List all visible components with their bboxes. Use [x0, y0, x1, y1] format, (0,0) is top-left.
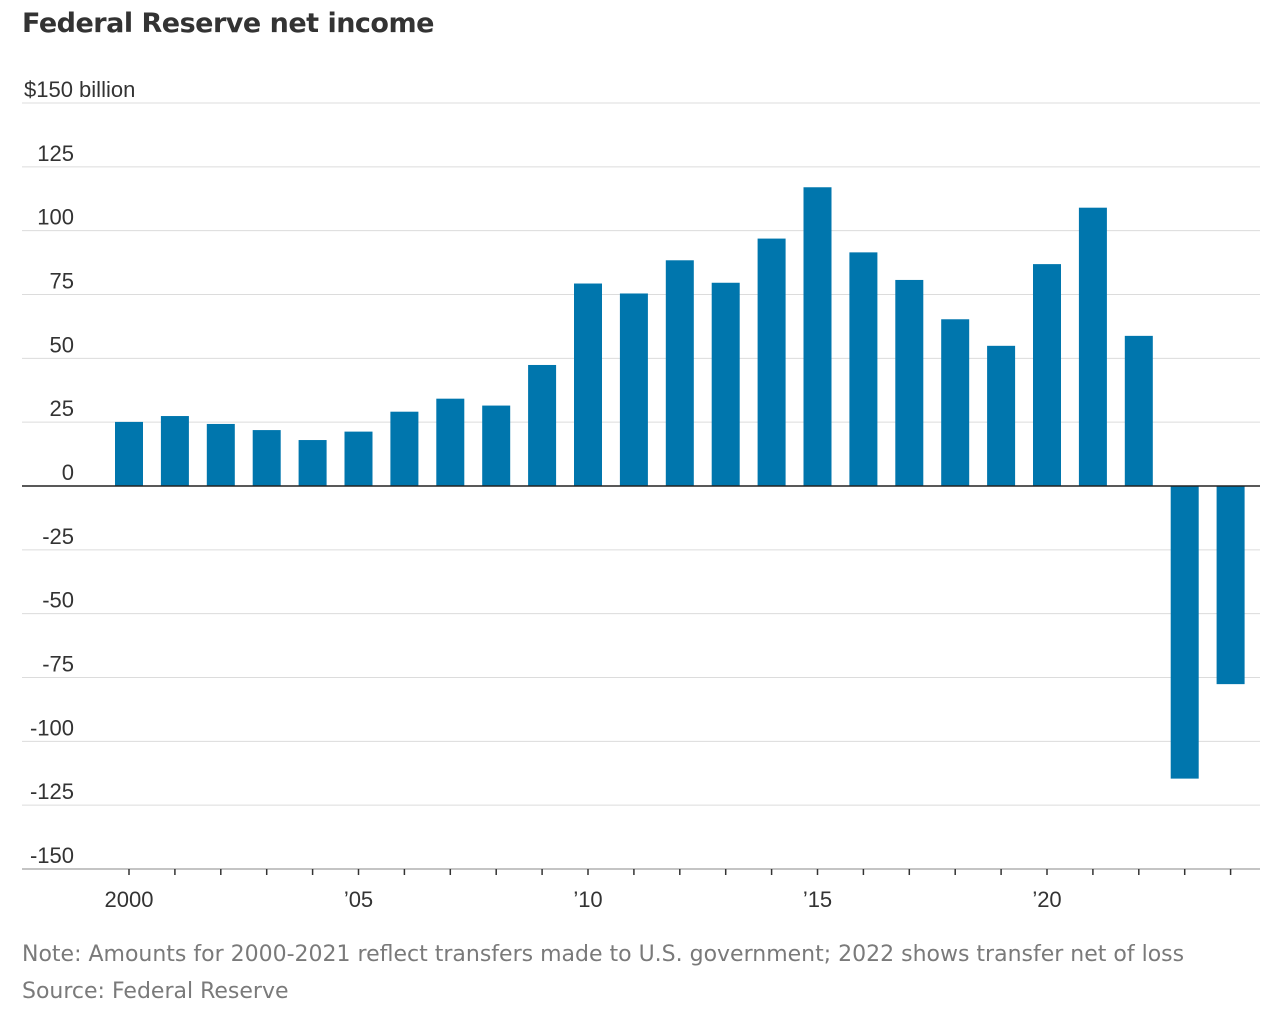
bar-2022 [1124, 335, 1153, 486]
bar-2018 [941, 319, 970, 486]
y-axis-ticks: $150 billion 125 100 75 50 25 0 -25 -50 -75 -100 -1… [24, 77, 135, 868]
y-tick-label: 25 [50, 396, 74, 421]
y-tick-label: $150 billion [24, 77, 135, 102]
y-tick-label: 0 [62, 460, 74, 485]
x-tick-label: ’20 [1032, 887, 1061, 912]
chart-canvas: $150 billion 125 100 75 50 25 0 -25 -50 -75 -100 -1… [22, 77, 1260, 912]
bar-2021 [1078, 207, 1107, 487]
bars [22, 187, 1260, 779]
bar-2020 [1033, 264, 1061, 486]
y-tick-label: -150 [30, 843, 74, 868]
x-tick-label: ’15 [803, 887, 832, 912]
gridlines [22, 102, 1260, 806]
y-tick-label: -75 [42, 652, 74, 677]
bar-2002 [206, 423, 235, 486]
bar-2001 [160, 416, 189, 486]
bar-2007 [436, 398, 465, 486]
y-tick-label: -100 [30, 715, 74, 740]
bar-2011 [619, 293, 648, 486]
bar-2000 [115, 421, 143, 486]
chart-note: Note: Amounts for 2000-2021 reflect tran… [22, 942, 1185, 967]
y-tick-label: 125 [37, 141, 74, 166]
bar-2019 [987, 345, 1016, 486]
x-axis: 2000 ’05 ’10 ’15 ’20 [22, 868, 1260, 912]
bar-2015 [803, 187, 832, 486]
chart-title: Federal Reserve net income [22, 8, 434, 39]
y-tick-label: 75 [50, 269, 74, 294]
bar-2010 [574, 283, 602, 486]
y-tick-label: 50 [50, 332, 74, 357]
x-tick-label: 2000 [105, 887, 154, 912]
bar-2009 [528, 364, 557, 486]
bar-2006 [390, 411, 419, 486]
bar-2016 [849, 252, 878, 486]
bar-2013 [711, 282, 740, 486]
bar-2023 [1170, 486, 1199, 779]
y-tick-label: -125 [30, 779, 74, 804]
bar-2003 [252, 430, 281, 486]
bar-2004 [298, 440, 327, 486]
chart-source: Source: Federal Reserve [22, 979, 289, 1004]
x-tick-label: ’10 [573, 887, 602, 912]
bar-2012 [665, 260, 694, 486]
y-tick-label: -25 [42, 524, 74, 549]
y-tick-label: 100 [37, 205, 74, 230]
bar-2024 [1216, 486, 1245, 685]
bar-2014 [757, 238, 786, 486]
bar-2008 [482, 405, 511, 486]
y-tick-label: -50 [42, 588, 74, 613]
bar-2017 [895, 279, 924, 486]
bar-2005 [344, 431, 373, 486]
x-tick-label: ’05 [344, 887, 373, 912]
